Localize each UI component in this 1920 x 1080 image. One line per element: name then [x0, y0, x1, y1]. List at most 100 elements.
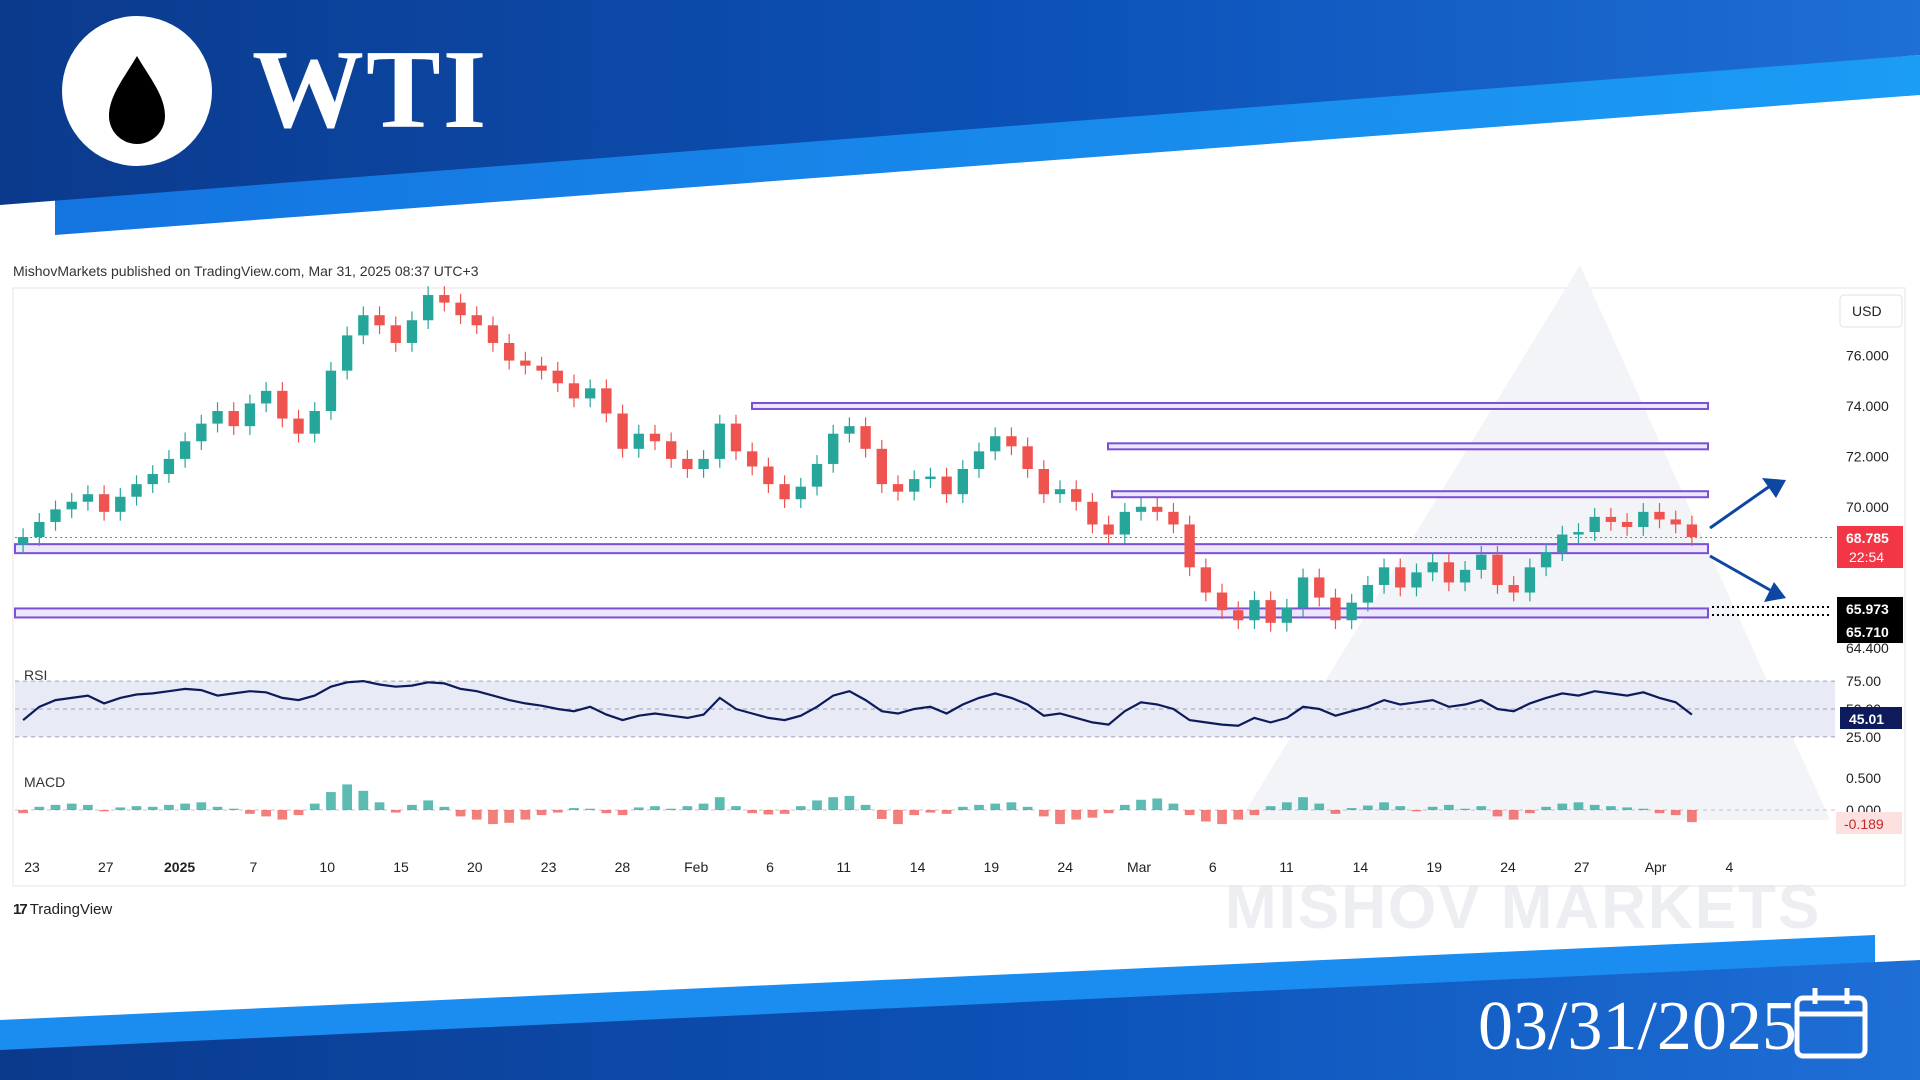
candle-body [1233, 610, 1244, 621]
macd-bar [1525, 810, 1535, 814]
candle-body [973, 451, 985, 469]
horizontal-level[interactable] [14, 607, 1709, 619]
level-badge [1837, 597, 1903, 643]
macd-bar [1346, 808, 1357, 810]
macd-bar [1476, 806, 1487, 810]
macd-bar [261, 810, 271, 817]
candle-body [1524, 567, 1536, 593]
candle-body [309, 411, 320, 434]
candle-body [1395, 567, 1406, 588]
macd-bar [423, 800, 434, 810]
candle-body [925, 476, 936, 480]
down-arrow [1709, 554, 1771, 592]
macd-bar [893, 810, 903, 825]
x-tick-label: Apr [1645, 859, 1667, 875]
candle-body [1071, 489, 1082, 502]
candle-body [98, 494, 110, 512]
macd-bar [1314, 803, 1325, 810]
macd-bar [1557, 803, 1568, 810]
horizontal-level[interactable] [14, 543, 1709, 555]
macd-bar [990, 803, 1001, 810]
x-tick-label: 2025 [164, 859, 195, 875]
macd-bar [1492, 810, 1503, 817]
macd-bar [844, 795, 855, 810]
macd-tick-label: 0.500 [1846, 770, 1881, 786]
candle-body [941, 476, 952, 495]
x-tick-label: 6 [1209, 859, 1217, 875]
candle-body [196, 423, 207, 442]
candle-body [990, 436, 1001, 452]
x-tick-label: 11 [1279, 859, 1294, 875]
candle-body [1492, 554, 1503, 585]
macd-bar [731, 806, 741, 810]
macd-bar [34, 806, 45, 810]
candle-body [828, 433, 839, 464]
x-tick-label: 28 [615, 859, 631, 875]
macd-bar [1038, 810, 1049, 817]
horizontal-level[interactable] [1107, 442, 1709, 451]
tradingview-logo[interactable]: 17 TradingView [13, 901, 112, 918]
rsi-value: 45.01 [1849, 711, 1884, 727]
macd-bar [1281, 802, 1292, 810]
macd-bar [1460, 808, 1470, 810]
x-tick-label: 27 [1574, 859, 1590, 875]
candle-body [1168, 511, 1179, 525]
candle-body [422, 295, 434, 321]
macd-bar [1265, 806, 1276, 810]
macd-bar [245, 810, 255, 814]
candle-body [1540, 552, 1552, 568]
candle-body [1297, 577, 1309, 608]
candle-body [1022, 446, 1033, 469]
candle-body [1686, 524, 1698, 538]
candle-body [406, 320, 418, 343]
horizontal-level[interactable] [751, 401, 1709, 410]
currency-button[interactable] [1839, 294, 1903, 328]
level-label-1: 65.973 [1846, 601, 1889, 617]
macd-badge [1836, 812, 1902, 834]
oil-drop-icon [109, 56, 165, 144]
macd-bar [1136, 799, 1146, 810]
candle-body [179, 441, 191, 459]
candle-body [260, 390, 272, 404]
macd-bar [326, 792, 336, 810]
candle-body [1378, 567, 1390, 585]
candle-body [1103, 524, 1114, 535]
macd-bar [747, 810, 758, 814]
x-tick-label: 24 [1057, 859, 1073, 875]
candle-body [1087, 501, 1098, 525]
macd-bar [439, 806, 450, 810]
macd-bar [212, 806, 223, 810]
macd-bar [860, 804, 871, 810]
macd-bar [941, 810, 952, 814]
macd-bar [83, 804, 93, 810]
candle-body [1508, 584, 1519, 593]
macd-bar [293, 810, 304, 816]
macd-bar [1606, 806, 1616, 810]
macd-bar [1670, 810, 1681, 816]
macd-bar [342, 784, 352, 810]
candle-body [390, 325, 401, 343]
candle-body [1200, 567, 1212, 593]
candle-body [730, 423, 742, 452]
current-price-value: 68.785 [1846, 530, 1889, 546]
candle-body [277, 390, 288, 419]
candle-body [747, 451, 758, 467]
macd-bar [1411, 810, 1422, 812]
candle-body [1589, 516, 1600, 533]
candle-body [131, 484, 142, 497]
candle-body [665, 441, 677, 459]
x-tick-label: 23 [24, 859, 40, 875]
macd-bar [471, 810, 482, 820]
macd-bar [682, 806, 693, 810]
candle-body [1573, 532, 1584, 535]
price-tick-label: 64.400 [1846, 640, 1889, 656]
x-tick-label: 7 [250, 859, 258, 875]
down-arrow-head [1764, 582, 1786, 602]
countdown-value: 22:54 [1849, 549, 1884, 565]
horizontal-level[interactable] [1111, 490, 1709, 499]
macd-bar [536, 810, 547, 816]
candle-body [568, 383, 580, 399]
macd-bar [666, 808, 677, 810]
macd-bar [228, 808, 239, 810]
